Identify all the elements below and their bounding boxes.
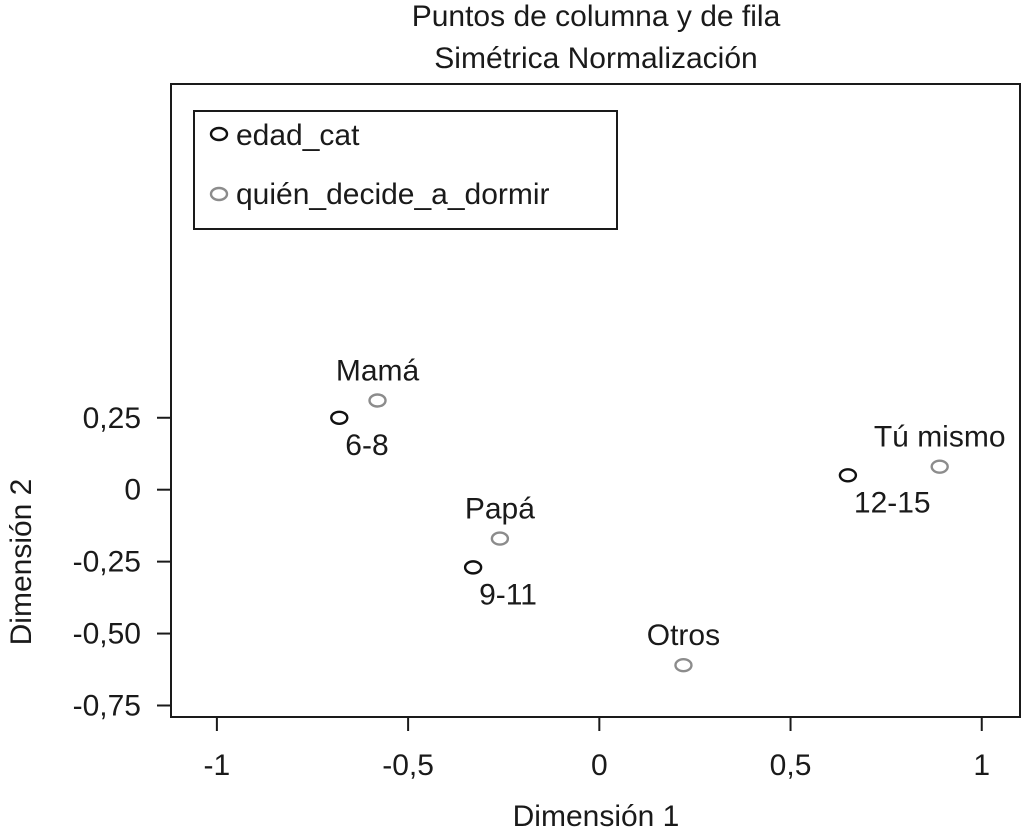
legend: edad_cat quién_decide_a_dormir: [193, 110, 618, 230]
y-axis-label: Dimensión 2: [5, 479, 38, 646]
point-label: 12-15: [854, 486, 931, 519]
plot-frame: [170, 83, 1021, 718]
y-tick-label: 0,25: [83, 402, 141, 435]
point-label: Otros: [647, 619, 720, 652]
y-tick-label: -0,75: [73, 689, 141, 722]
x-axis-label: Dimensión 1: [513, 800, 680, 833]
data-point: [838, 468, 858, 483]
point-label: 6-8: [345, 429, 388, 462]
legend-label-edad-cat: edad_cat: [236, 119, 360, 152]
y-tick-label: -0,25: [73, 546, 141, 579]
x-tick-label: 1: [973, 749, 990, 782]
data-points: 6-8 9-11 12-15 Mamá Papá Otros Tú mismo: [330, 355, 1006, 673]
point-label: Mamá: [336, 355, 420, 388]
x-tick-label: 0: [591, 749, 608, 782]
data-point: [463, 560, 483, 575]
legend-label-quien-decide: quién_decide_a_dormir: [236, 178, 550, 211]
chart-title: Puntos de columna y de fila: [412, 0, 781, 33]
x-tick-label: 0,5: [770, 749, 812, 782]
y-tick-label: -0,50: [73, 618, 141, 651]
data-point: [490, 531, 510, 546]
legend-box: [193, 110, 618, 230]
x-tick-label: -0,5: [382, 749, 434, 782]
data-point: [330, 410, 349, 425]
data-point: [930, 459, 949, 474]
point-label: 9-11: [479, 578, 537, 611]
x-tick-label: -1: [204, 749, 231, 782]
x-axis: -1 -0,5 0 0,5 1: [204, 717, 990, 782]
y-axis: 0,25 0 -0,25 -0,50 -0,75: [73, 402, 171, 722]
legend-marker-edad-cat: [209, 126, 229, 142]
y-tick-label: 0: [124, 474, 141, 507]
point-label: Papá: [465, 493, 535, 526]
point-label: Tú mismo: [874, 421, 1006, 454]
chart-subtitle: Simétrica Normalización: [434, 42, 757, 75]
data-point: [674, 658, 693, 673]
data-point: [368, 393, 387, 408]
legend-marker-quien-decide: [209, 186, 229, 202]
